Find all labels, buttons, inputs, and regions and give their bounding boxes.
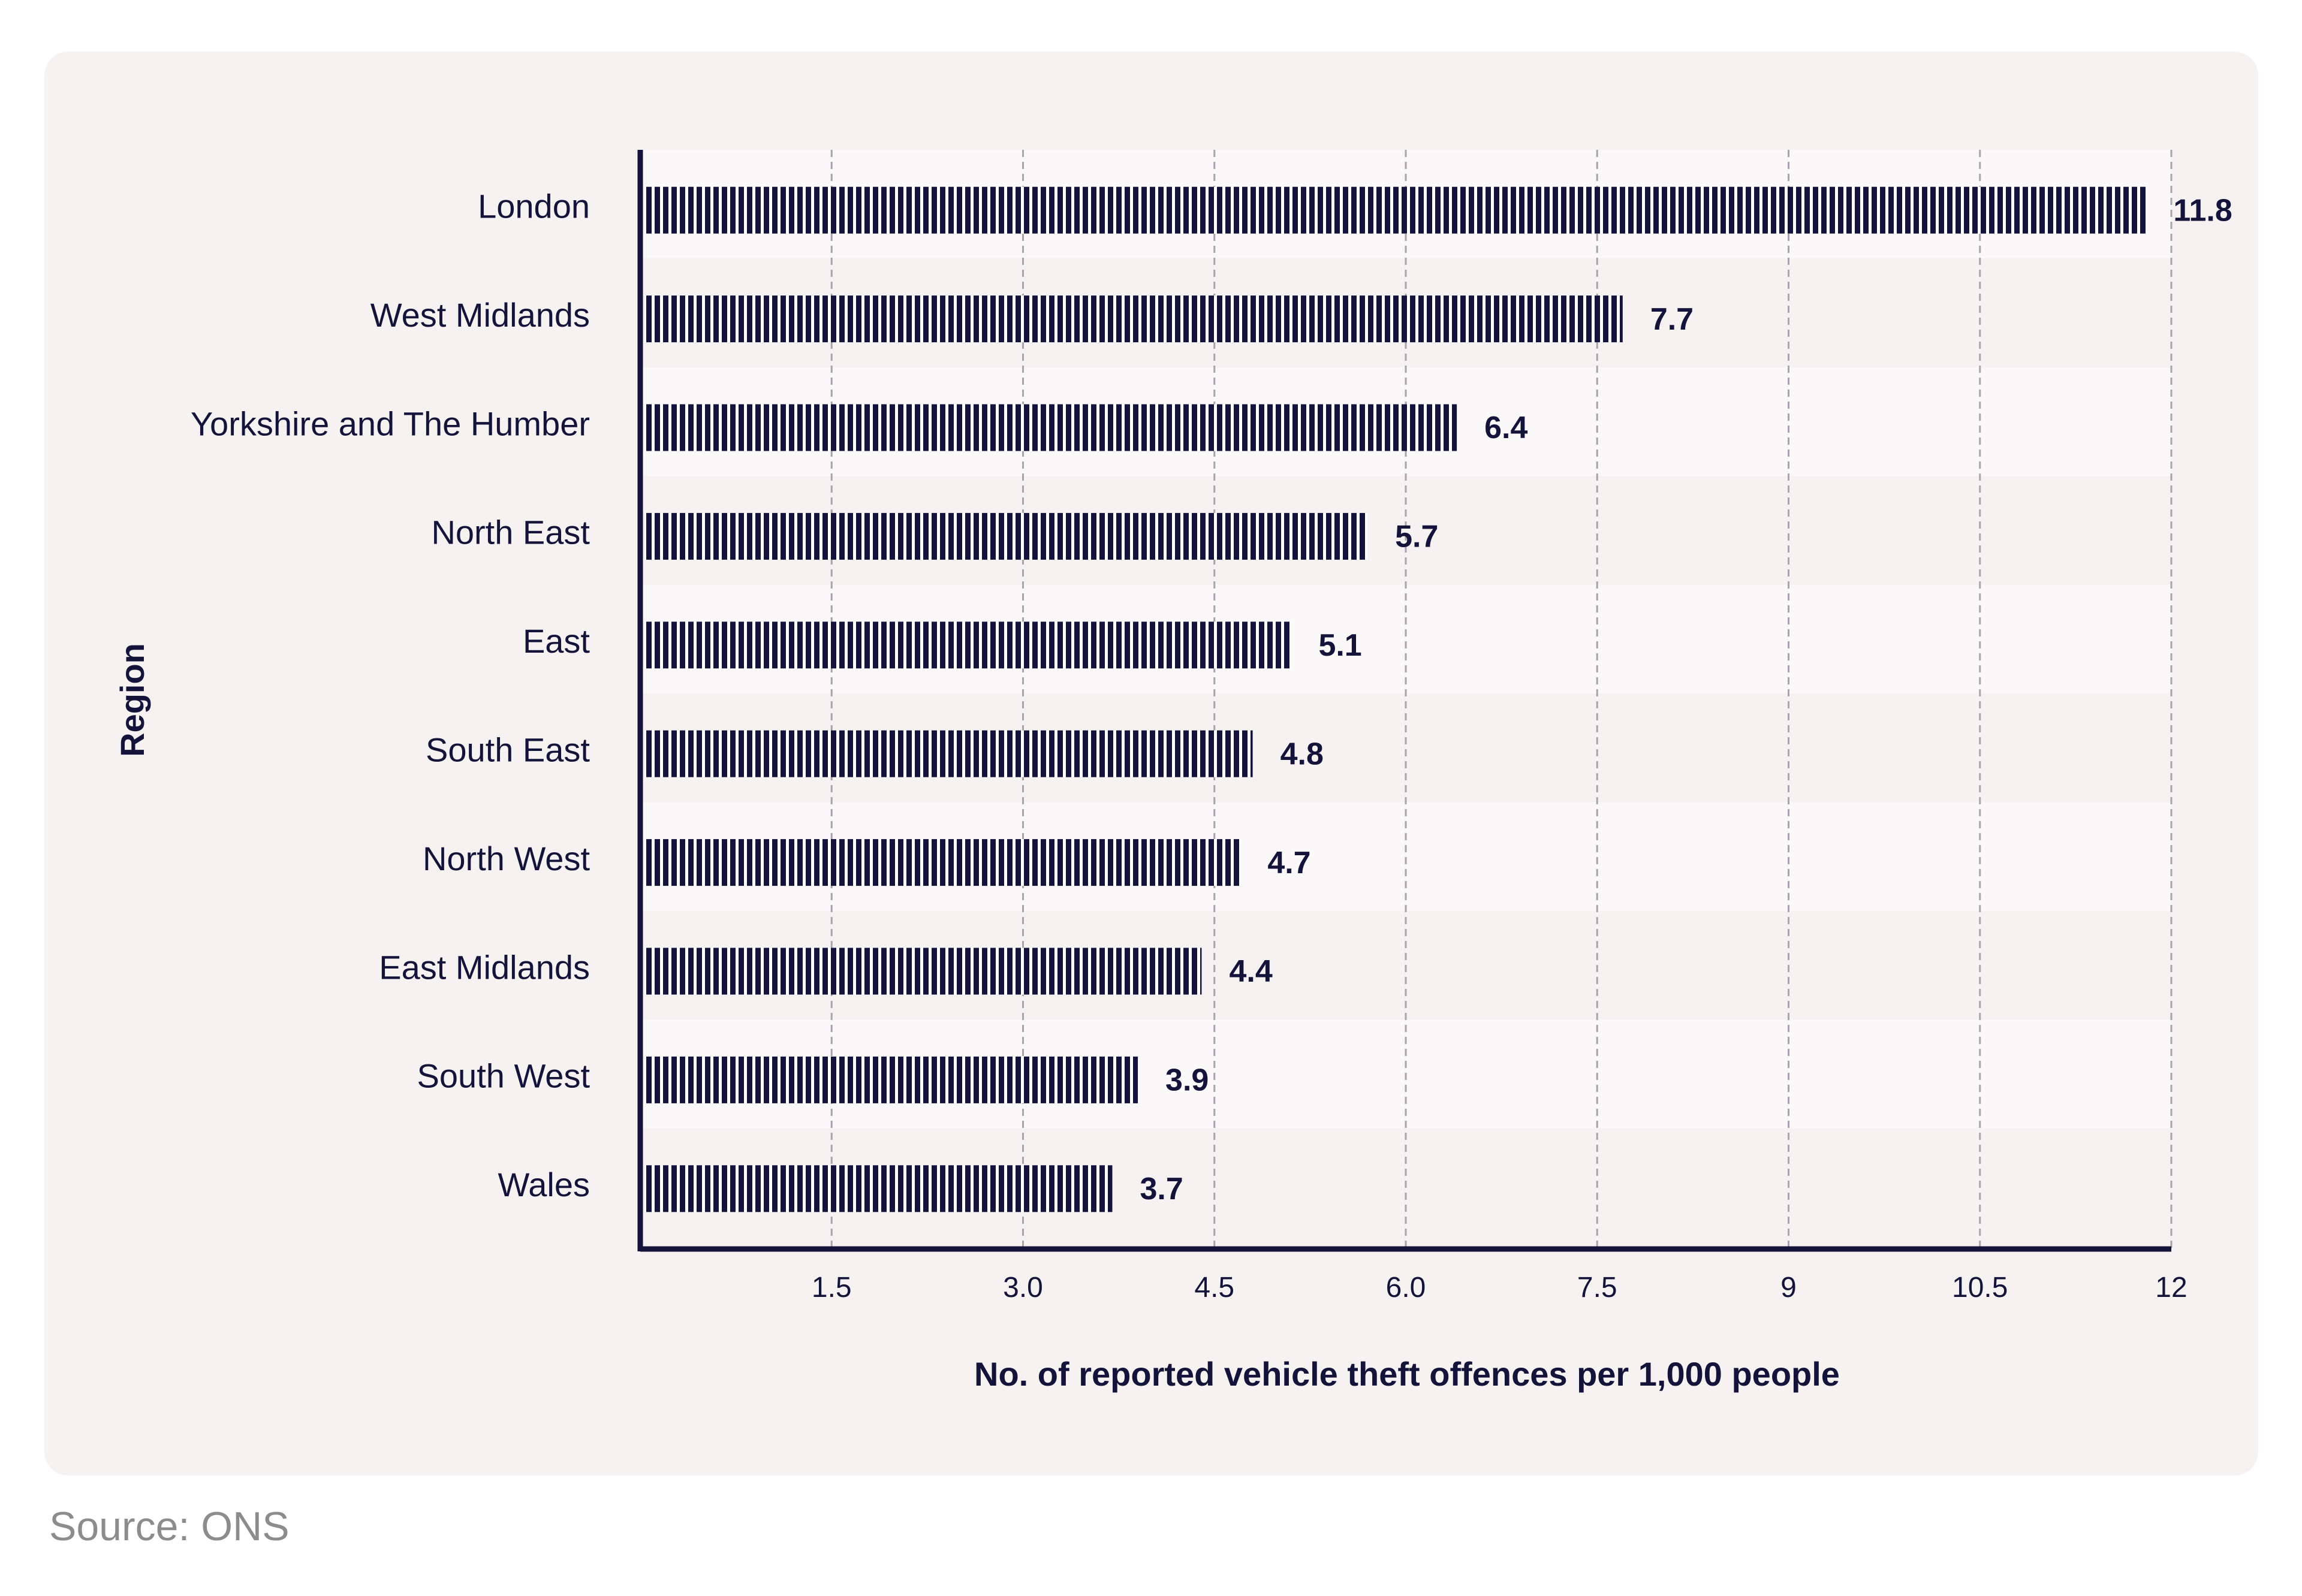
category-label: East (523, 622, 590, 660)
category-label: South West (417, 1057, 590, 1095)
x-tick-label: 9 (1780, 1272, 1797, 1304)
bar (645, 1056, 1138, 1103)
source-note: Source: ONS (49, 1504, 290, 1549)
value-label: 4.4 (1229, 954, 1272, 989)
value-label: 5.1 (1318, 628, 1361, 663)
bars (645, 186, 2146, 1212)
bar (645, 948, 1202, 995)
value-label: 3.9 (1165, 1063, 1209, 1098)
value-label: 4.7 (1267, 846, 1310, 880)
x-tick-label: 3.0 (1003, 1272, 1043, 1304)
labels: 1.5 3.0 4.5 6.0 7.5 9 10.5 12 London 11.8 West Mid… (191, 187, 2232, 1304)
category-label: Wales (498, 1166, 590, 1203)
value-label: 3.7 (1140, 1172, 1183, 1206)
value-label: 5.7 (1395, 520, 1438, 554)
x-tick-label: 4.5 (1194, 1272, 1234, 1304)
x-tick-label: 7.5 (1577, 1272, 1617, 1304)
bar (645, 1165, 1113, 1212)
bar (645, 839, 1240, 886)
y-axis-title: Region (113, 643, 151, 757)
category-label: London (478, 187, 590, 225)
category-label: East Midlands (379, 948, 590, 986)
bar (645, 295, 1623, 343)
category-label: North West (423, 840, 590, 877)
category-label: South East (426, 731, 590, 768)
value-label: 4.8 (1280, 737, 1324, 771)
value-label: 7.7 (1650, 302, 1694, 337)
axes (637, 150, 2171, 1252)
category-label: North East (431, 514, 590, 551)
x-tick-label: 12 (2155, 1272, 2187, 1304)
bar (645, 730, 1253, 777)
category-label: Yorkshire and The Humber (191, 405, 590, 442)
bar (645, 512, 1368, 560)
bar (645, 621, 1291, 669)
x-tick-label: 10.5 (1952, 1272, 2008, 1304)
value-label: 6.4 (1484, 411, 1527, 445)
bar (645, 186, 2146, 234)
x-axis-title: No. of reported vehicle theft offences p… (974, 1355, 1840, 1393)
value-label: 11.8 (2173, 193, 2232, 228)
bar (645, 404, 1457, 451)
x-tick-label: 6.0 (1386, 1272, 1426, 1304)
category-label: West Midlands (370, 296, 590, 334)
x-tick-label: 1.5 (812, 1272, 852, 1304)
